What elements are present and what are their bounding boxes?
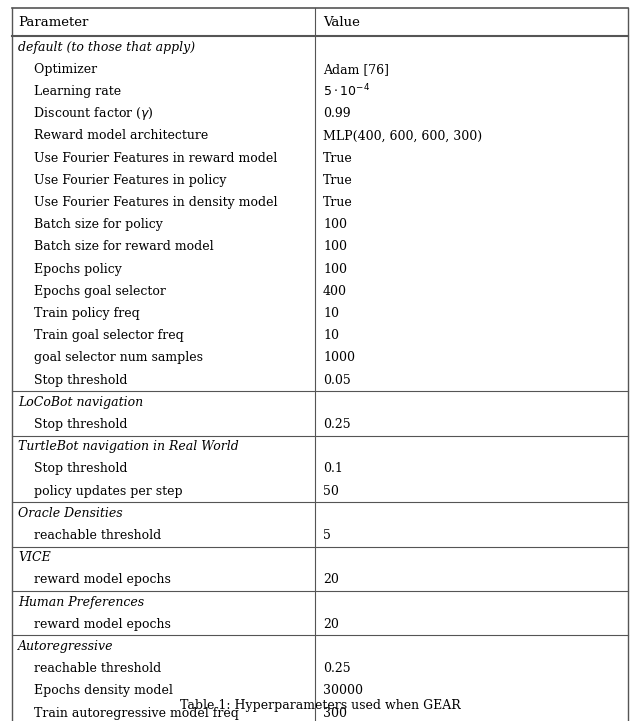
- Text: policy updates per step: policy updates per step: [18, 485, 182, 497]
- Text: 10: 10: [323, 307, 339, 320]
- Text: Adam [76]: Adam [76]: [323, 63, 389, 76]
- Text: reachable threshold: reachable threshold: [18, 662, 161, 675]
- Text: Human Preferences: Human Preferences: [18, 596, 144, 609]
- Text: 0.25: 0.25: [323, 662, 351, 675]
- Text: Train autoregressive model freq: Train autoregressive model freq: [18, 707, 239, 720]
- Text: 0.1: 0.1: [323, 462, 343, 475]
- Text: 100: 100: [323, 240, 347, 253]
- Text: Use Fourier Features in reward model: Use Fourier Features in reward model: [18, 151, 277, 164]
- Text: Learning rate: Learning rate: [18, 85, 121, 98]
- Text: Epochs policy: Epochs policy: [18, 262, 122, 275]
- Text: True: True: [323, 196, 353, 209]
- Text: Oracle Densities: Oracle Densities: [18, 507, 123, 520]
- Text: 20: 20: [323, 573, 339, 586]
- Text: Discount factor ($\gamma$): Discount factor ($\gamma$): [18, 105, 154, 122]
- Text: Autoregressive: Autoregressive: [18, 640, 113, 653]
- Text: Parameter: Parameter: [18, 15, 88, 29]
- Text: 0.05: 0.05: [323, 373, 351, 386]
- Text: Stop threshold: Stop threshold: [18, 418, 127, 431]
- Text: 300: 300: [323, 707, 347, 720]
- Text: 30000: 30000: [323, 684, 363, 697]
- Text: Batch size for reward model: Batch size for reward model: [18, 240, 214, 253]
- Text: True: True: [323, 174, 353, 187]
- Text: reachable threshold: reachable threshold: [18, 529, 161, 542]
- Text: 1000: 1000: [323, 351, 355, 364]
- Text: 5: 5: [323, 529, 331, 542]
- Text: Epochs goal selector: Epochs goal selector: [18, 285, 166, 298]
- Text: 50: 50: [323, 485, 339, 497]
- Text: 0.99: 0.99: [323, 107, 351, 120]
- Text: 10: 10: [323, 329, 339, 342]
- Text: Epochs density model: Epochs density model: [18, 684, 173, 697]
- Text: Stop threshold: Stop threshold: [18, 373, 127, 386]
- Text: Train goal selector freq: Train goal selector freq: [18, 329, 184, 342]
- Text: Value: Value: [323, 15, 360, 29]
- Text: default (to those that apply): default (to those that apply): [18, 40, 195, 53]
- Text: 400: 400: [323, 285, 347, 298]
- Text: Stop threshold: Stop threshold: [18, 462, 127, 475]
- Text: 100: 100: [323, 218, 347, 231]
- Text: LoCoBot navigation: LoCoBot navigation: [18, 396, 143, 409]
- Text: Table 1: Hyperparameters used when GEAR: Table 1: Hyperparameters used when GEAR: [180, 699, 460, 712]
- Text: reward model epochs: reward model epochs: [18, 573, 171, 586]
- Text: TurtleBot navigation in Real World: TurtleBot navigation in Real World: [18, 441, 239, 454]
- Text: True: True: [323, 151, 353, 164]
- Text: 100: 100: [323, 262, 347, 275]
- Text: VICE: VICE: [18, 551, 51, 565]
- Text: $5 \cdot 10^{-4}$: $5 \cdot 10^{-4}$: [323, 83, 370, 99]
- Text: MLP(400, 600, 600, 300): MLP(400, 600, 600, 300): [323, 129, 482, 143]
- Text: Train policy freq: Train policy freq: [18, 307, 140, 320]
- Text: reward model epochs: reward model epochs: [18, 618, 171, 631]
- Text: Use Fourier Features in density model: Use Fourier Features in density model: [18, 196, 278, 209]
- Text: 20: 20: [323, 618, 339, 631]
- Text: Reward model architecture: Reward model architecture: [18, 129, 208, 143]
- Text: 0.25: 0.25: [323, 418, 351, 431]
- Text: Use Fourier Features in policy: Use Fourier Features in policy: [18, 174, 227, 187]
- Text: Batch size for policy: Batch size for policy: [18, 218, 163, 231]
- Text: Optimizer: Optimizer: [18, 63, 97, 76]
- Text: goal selector num samples: goal selector num samples: [18, 351, 203, 364]
